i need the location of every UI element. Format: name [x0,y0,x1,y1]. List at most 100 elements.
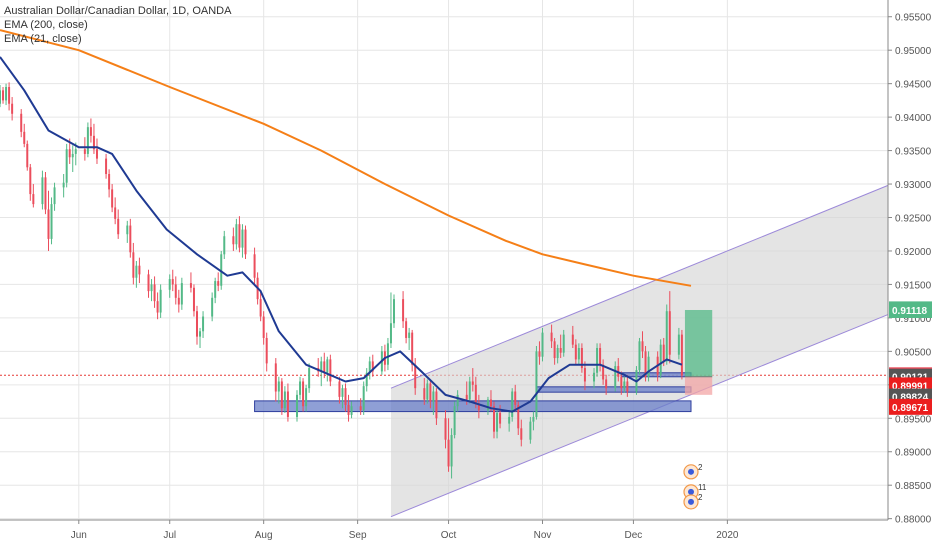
candle-body [2,90,5,101]
candle-body [680,334,683,376]
candle-body [86,127,89,154]
candle-body [508,416,511,424]
candle-body [108,174,111,190]
candle-body [644,351,647,377]
candle-body [89,127,92,136]
symbol-title[interactable]: Australian Dollar/Canadian Dollar, 1D, O… [4,5,232,17]
candle-body [571,334,574,345]
candlestick-series [0,82,683,479]
price-label-text: 0.89671 [892,403,929,414]
candle-body [432,391,435,402]
candle-body [486,399,489,411]
candle-body [496,412,499,432]
candle-body [62,182,65,188]
candle-body [68,149,71,158]
candle-body [117,218,120,235]
candle-body [474,384,477,404]
legend-ema-200[interactable]: EMA (200, close) [4,19,88,31]
candle-body [126,225,129,235]
candle-body [550,332,553,342]
candle-body [195,311,198,337]
candle-body [453,406,456,436]
price-label-text: 0.89991 [892,381,929,392]
x-tick-label: Jun [71,530,87,541]
candle-body [189,283,192,288]
candle-body [244,229,247,255]
y-tick-label: 0.93000 [895,180,932,191]
candle-body [95,149,98,159]
candle-body [626,381,629,392]
candle-body [235,224,238,245]
legend-ema-21[interactable]: EMA (21, close) [4,33,82,45]
candle-body [153,284,156,302]
candle-body [511,391,514,417]
candle-body [605,379,608,389]
candle-body [132,252,135,278]
candle-body [50,204,53,239]
candle-body [408,332,411,338]
candle-body [259,299,262,317]
support-zone-rect [254,400,692,413]
ema-200-line [0,29,692,287]
candle-body [241,229,244,248]
candle-body [214,281,217,298]
candle-body [350,406,353,415]
candle-body [23,131,26,144]
target-zone [684,309,713,377]
candle-body [280,381,283,409]
candle-body [489,399,492,407]
candle-body [71,153,74,158]
candle-body [65,149,68,183]
x-tick-label: Nov [534,530,552,541]
candle-body [553,341,556,359]
candle-body [596,348,599,373]
candle-body [305,388,308,407]
candle-body [156,301,159,313]
chart-legend: Australian Dollar/Canadian Dollar, 1D, O… [4,4,231,46]
candle-body [447,439,450,467]
candle-body [0,90,1,104]
candle-body [74,149,77,154]
candle-body [556,348,559,359]
price-label-text: 0.89824 [892,393,929,404]
candle-body [286,391,289,417]
candle-body [647,356,650,377]
event-count: 2 [698,493,703,502]
candle-body [677,334,680,355]
candle-body [277,381,280,392]
candle-body [435,391,438,419]
long-position-tool[interactable] [684,309,713,395]
candle-body [47,209,50,239]
candle-body [559,348,562,353]
candle-body [538,351,541,357]
candle-body [520,428,523,440]
candle-body [41,177,44,205]
channel-lower-line [390,314,889,518]
candle-body [593,372,596,382]
candle-body [414,364,417,389]
event-flag-dot [688,468,695,475]
support-zone-rect [535,386,692,393]
candle-body [220,254,223,286]
candle-body [111,189,114,208]
candle-body [159,289,162,313]
candle-body [368,361,371,373]
candle-body [444,418,447,440]
candle-body [641,341,644,352]
y-tick-label: 0.93500 [895,147,932,158]
candle-body [402,299,405,322]
candle-body [344,388,347,405]
candle-body [202,316,205,332]
axes: 0.95500 0.95000 0.94500 0.94000 0.93500 0.930… [0,0,932,541]
candle-body [44,177,47,210]
candle-body [614,366,617,389]
candle-body [211,297,214,317]
candle-body [326,359,329,373]
candle-body [411,332,414,365]
candle-body [580,348,583,369]
ema-lines [0,29,692,413]
candle-body [517,404,520,429]
